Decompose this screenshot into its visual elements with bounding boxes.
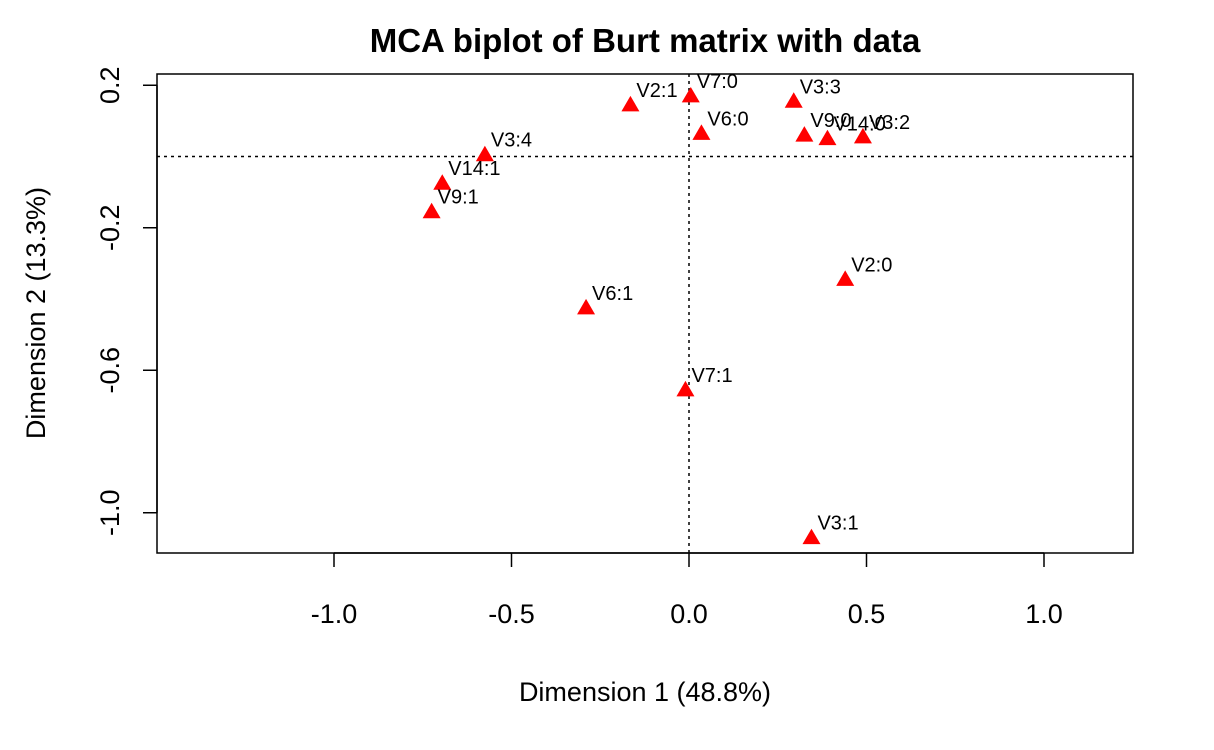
data-point-marker — [853, 127, 872, 144]
plot-frame — [156, 73, 1134, 554]
data-point-label: V7:0 — [697, 71, 738, 93]
x-axis: -1.0 -0.5 0.0 0.5 1.0 — [311, 552, 1063, 629]
data-point-label: V7:1 — [691, 365, 732, 387]
data-point-marker — [784, 92, 803, 108]
x-tick-label: -1.0 — [311, 599, 358, 629]
y-tick-label: -1.0 — [95, 489, 125, 536]
y-axis: 0.2 -0.2 -0.6 -1.0 — [95, 66, 158, 536]
data-point-marker — [836, 270, 855, 286]
data-point-label: V14:1 — [448, 158, 500, 180]
x-axis-label: Dimension 1 (48.8%) — [519, 677, 771, 707]
y-axis-label: Dimension 2 (13.3%) — [21, 187, 51, 439]
data-point-label: V9:0 — [810, 110, 851, 132]
data-point-label: V6:0 — [707, 108, 748, 130]
data-point-label: V6:1 — [592, 283, 633, 305]
data-point-label: V3:1 — [817, 513, 858, 535]
data-point-marker — [818, 129, 837, 146]
data-point-marker — [475, 145, 494, 162]
y-tick-label: -0.6 — [95, 347, 125, 394]
data-point-label: V9:1 — [438, 187, 479, 209]
data-point-label: V3:2 — [869, 112, 910, 134]
x-tick-label: 1.0 — [1025, 599, 1063, 629]
x-tick-label: 0.5 — [848, 599, 886, 629]
x-tick-label: 0.0 — [670, 599, 708, 629]
data-point-marker — [795, 126, 814, 142]
data-point-marker — [577, 298, 596, 315]
data-point-label: V2:1 — [636, 80, 677, 102]
y-tick-label: 0.2 — [95, 66, 125, 104]
data-point-marker — [692, 124, 711, 140]
reference-lines — [157, 74, 1133, 553]
data-point-marker — [802, 528, 821, 545]
data-point-marker — [621, 95, 640, 112]
y-tick-label: -0.2 — [95, 204, 125, 251]
data-point-marker — [681, 86, 700, 103]
data-point-label: V3:3 — [800, 76, 841, 98]
data-point-marker — [676, 380, 695, 397]
data-point-label: V3:4 — [491, 130, 532, 152]
data-point-marker — [422, 202, 441, 219]
x-tick-label: -0.5 — [488, 599, 535, 629]
data-point-label: V14:0 — [833, 114, 885, 136]
data-point-label: V2:0 — [851, 254, 892, 276]
data-point-marker — [433, 174, 452, 190]
chart-title: MCA biplot of Burt matrix with data — [370, 22, 921, 59]
